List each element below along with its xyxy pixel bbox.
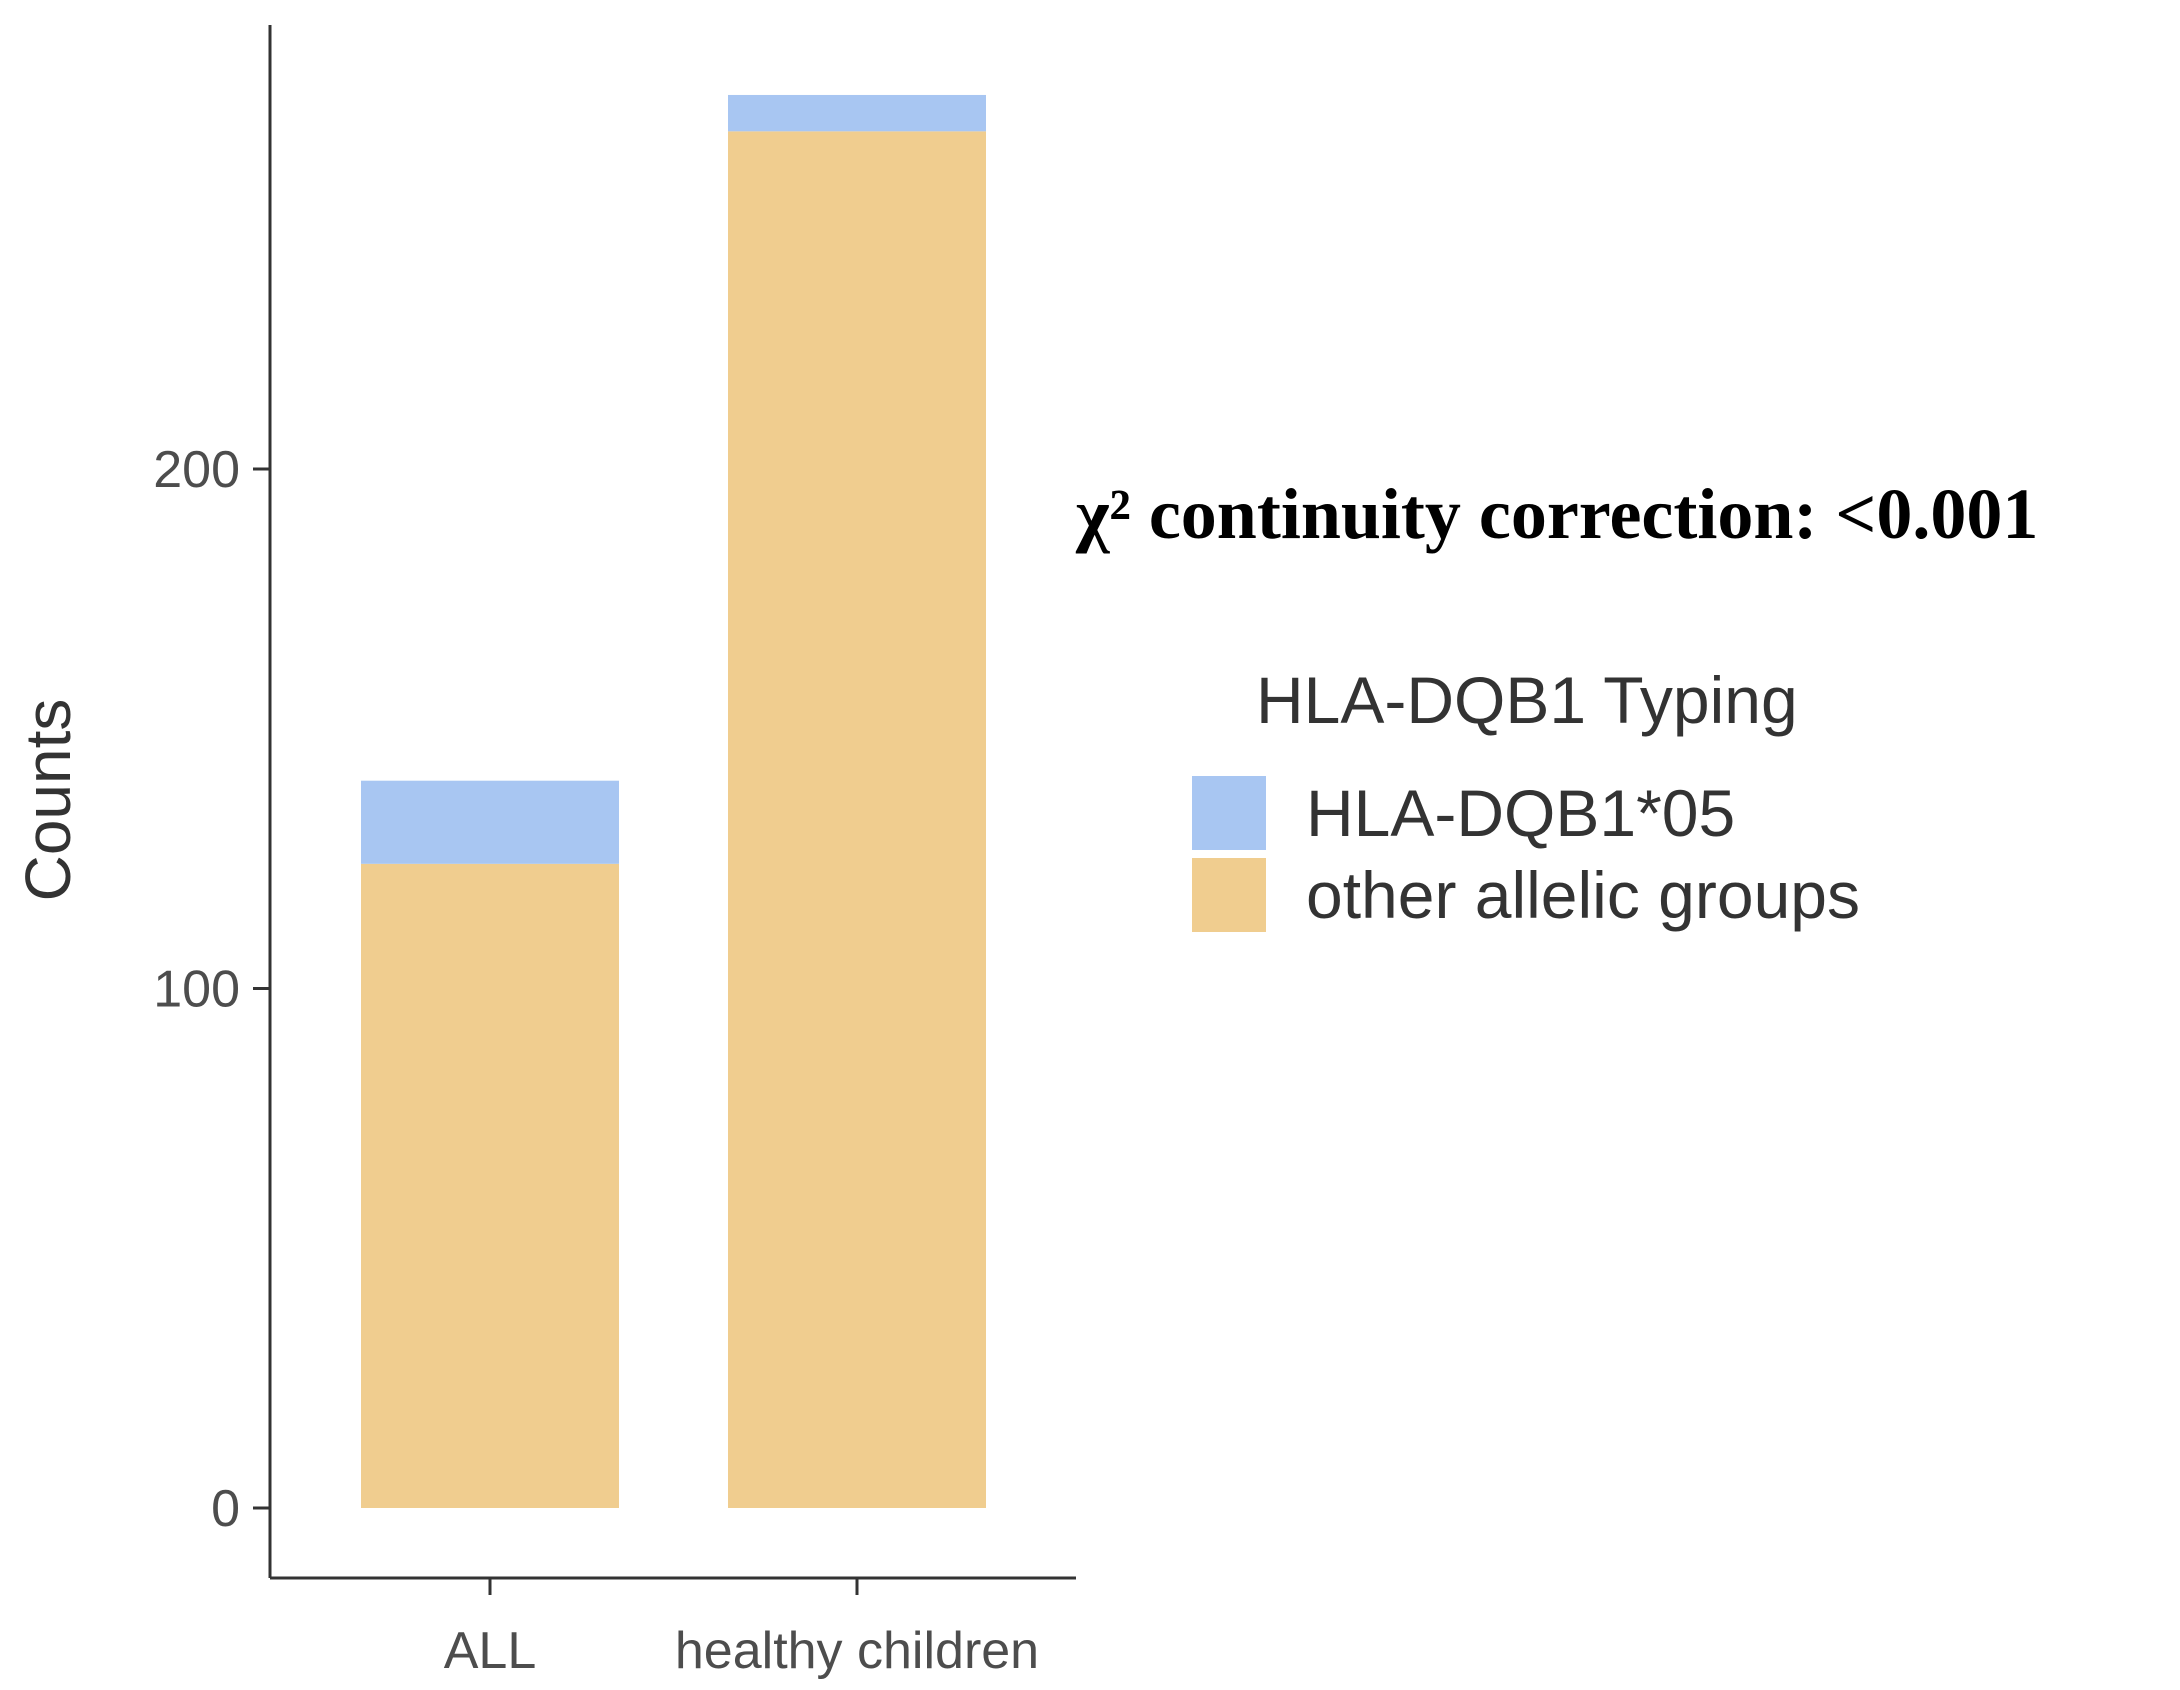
legend-label: HLA-DQB1*05 [1306, 776, 1735, 850]
x-tick-label: healthy children [675, 1622, 1039, 1680]
y-axis-title: Counts [12, 699, 84, 902]
bar-all-hla-dqb1-05 [361, 780, 619, 864]
legend: HLA-DQB1 Typing HLA-DQB1*05 other allelic… [1192, 663, 1860, 932]
legend-title: HLA-DQB1 Typing [1256, 663, 1798, 737]
legend-key [1192, 776, 1266, 850]
chi-square-annotation: χ² continuity correction: <0.001 [1075, 474, 2038, 554]
legend-key [1192, 858, 1266, 932]
y-tick-label: 100 [153, 961, 240, 1019]
bar-healthy-children-other-allelic-groups [728, 131, 986, 1509]
x-ticks-group: ALL healthy children [444, 1578, 1039, 1680]
axes-group [268, 25, 1076, 1580]
bar-all-other-allelic-groups [361, 863, 619, 1508]
y-tick-label: 0 [211, 1480, 240, 1538]
bars-group [361, 94, 986, 1509]
bar-healthy-children-hla-dqb1-05 [728, 94, 986, 132]
y-ticks-group: 0 100 200 [153, 441, 270, 1538]
x-tick-label: ALL [444, 1622, 537, 1680]
legend-label: other allelic groups [1306, 858, 1860, 932]
y-tick-label: 200 [153, 441, 240, 499]
